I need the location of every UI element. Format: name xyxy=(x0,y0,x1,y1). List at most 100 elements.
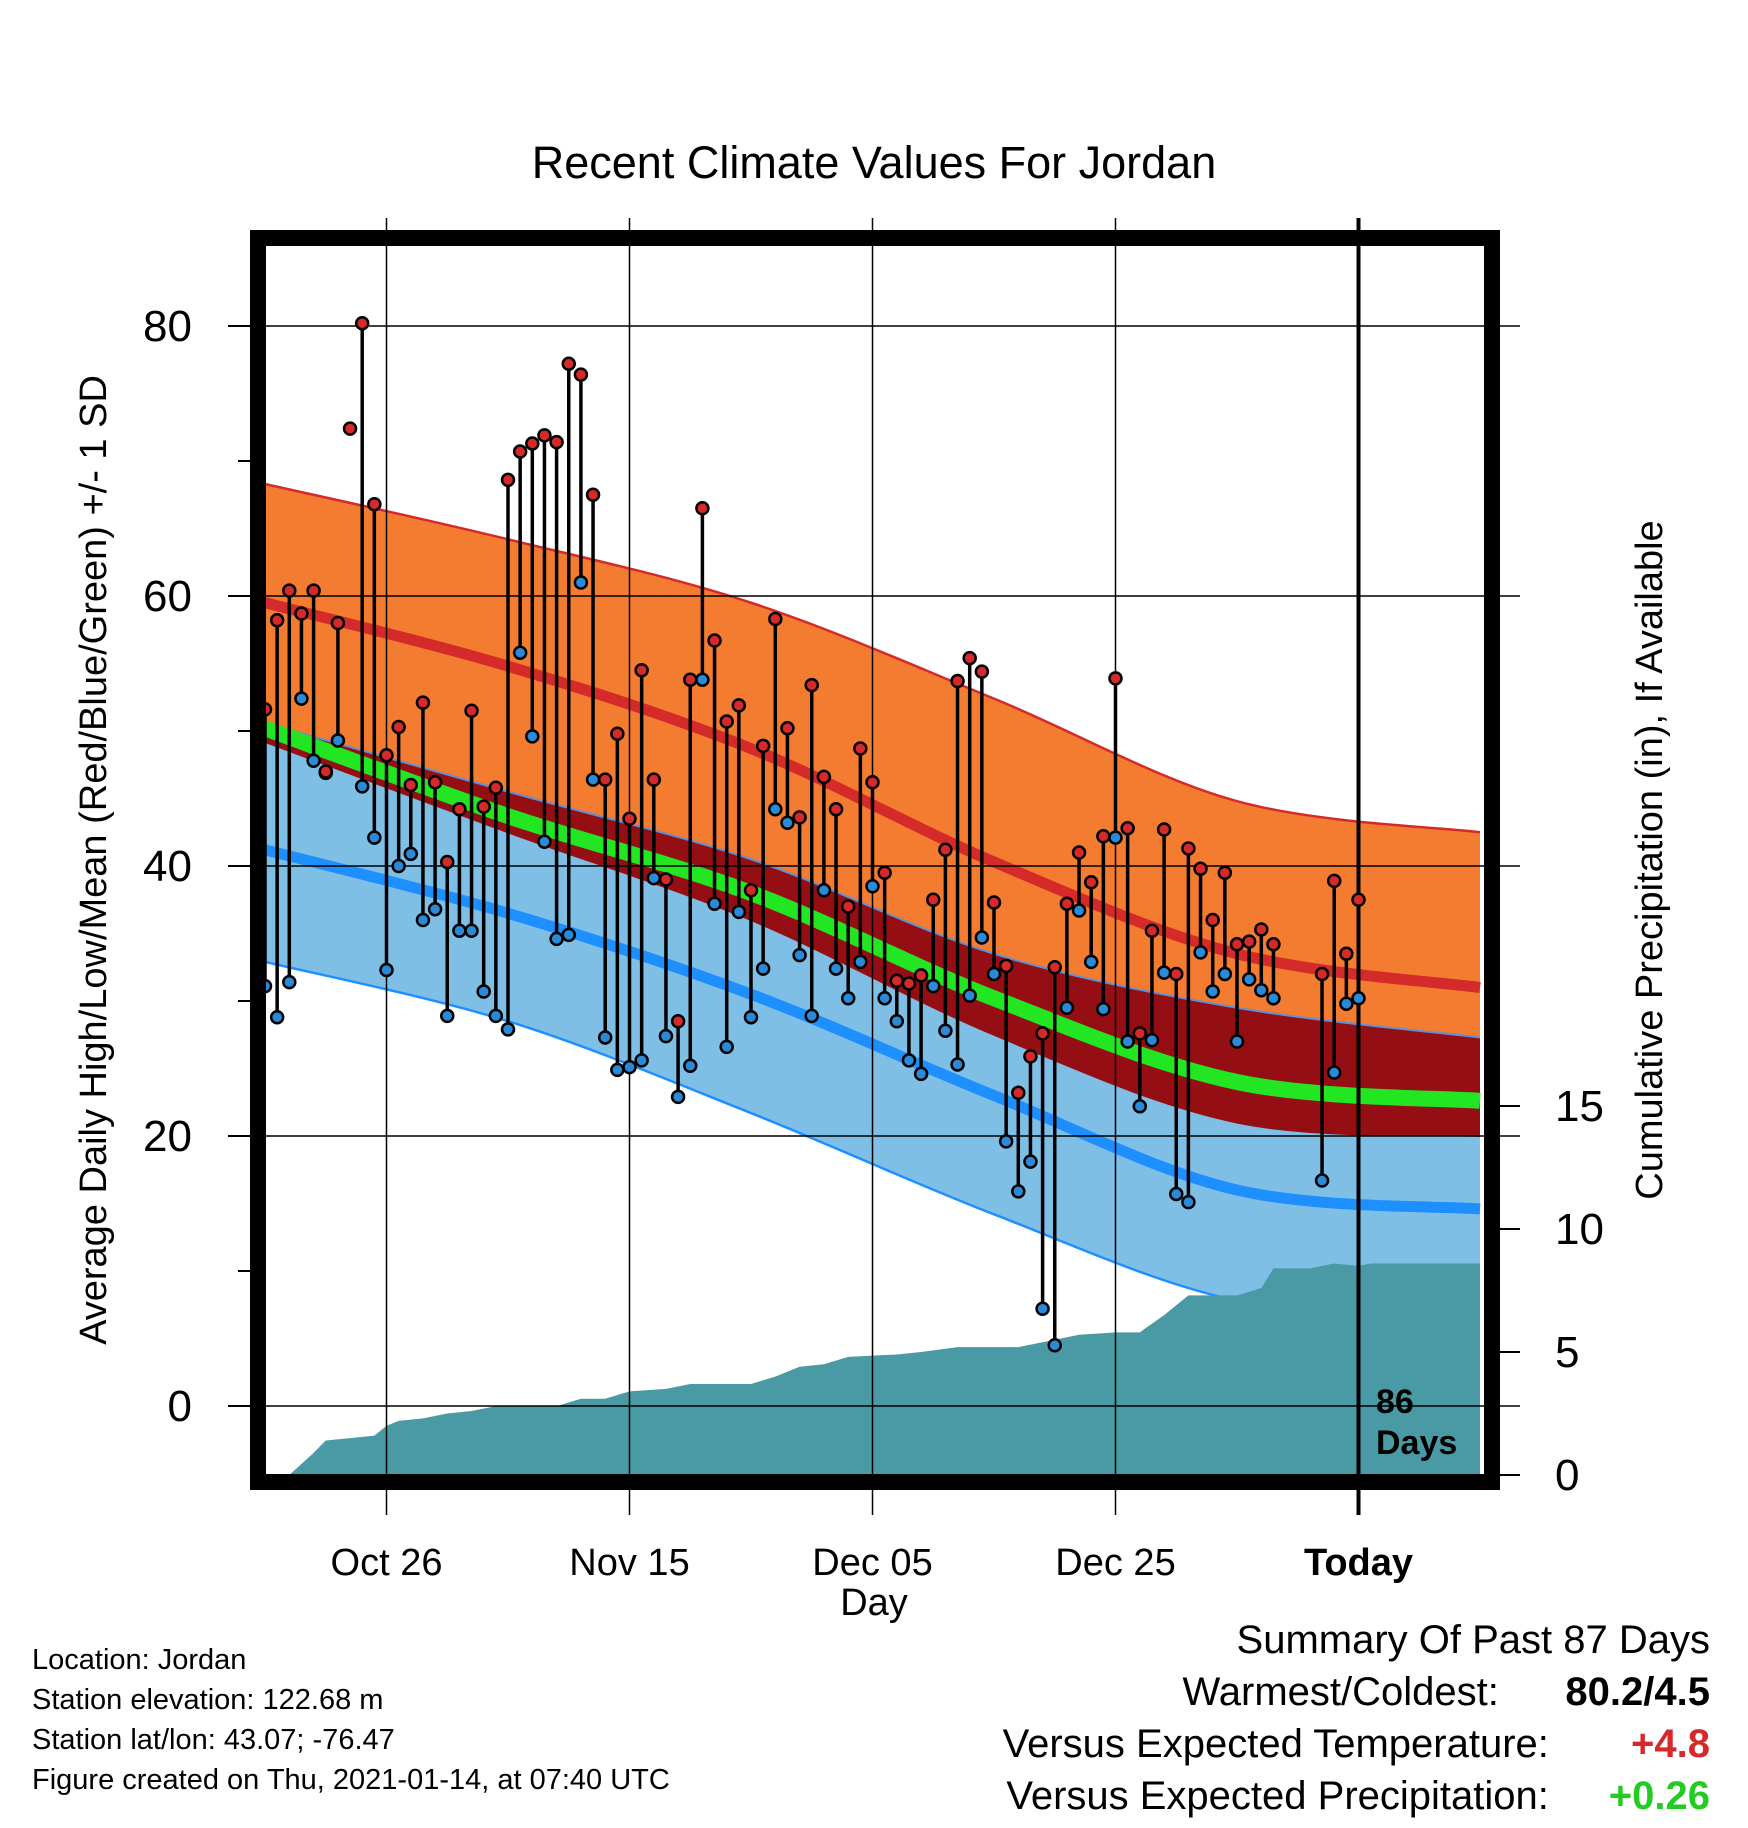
obs-low-point xyxy=(950,1057,965,1072)
obs-low-point xyxy=(1120,1034,1135,1049)
obs-low-point xyxy=(1266,991,1281,1006)
obs-high-point xyxy=(476,799,491,814)
obs-high-point xyxy=(512,444,528,459)
obs-low-point xyxy=(1059,1000,1075,1015)
obs-low-point xyxy=(731,904,747,920)
obs-high-point xyxy=(525,436,540,451)
obs-low-point xyxy=(1326,1065,1342,1080)
obs-low-point xyxy=(646,870,662,886)
obs-low-point xyxy=(440,1008,455,1024)
obs-low-point xyxy=(1156,965,1172,980)
obs-high-point xyxy=(342,421,358,436)
obs-high-point xyxy=(1108,671,1123,686)
y2-axis-label: Cumulative Precipitation (in), If Availa… xyxy=(1629,520,1671,1199)
obs-high-point xyxy=(354,316,370,331)
obs-high-point xyxy=(306,583,321,598)
obs-low-point xyxy=(464,923,479,939)
obs-low-point xyxy=(1351,991,1366,1006)
obs-high-point xyxy=(695,501,710,516)
obs-low-point xyxy=(1169,1186,1184,1202)
obs-high-point xyxy=(1254,922,1269,937)
obs-high-point xyxy=(1132,1026,1148,1041)
obs-high-point xyxy=(1156,822,1172,837)
obs-high-point xyxy=(780,721,795,736)
obs-low-point xyxy=(670,1089,686,1105)
obs-high-point xyxy=(865,775,880,790)
observations xyxy=(265,316,1366,1353)
obs-low-point xyxy=(792,947,807,963)
latlon-text: Station lat/lon: 43.07; -76.47 xyxy=(32,1724,395,1756)
obs-low-point xyxy=(962,988,977,1003)
obs-high-point xyxy=(585,487,601,502)
obs-low-point xyxy=(610,1062,625,1078)
obs-low-point xyxy=(269,1009,285,1025)
obs-high-point xyxy=(950,673,965,689)
obs-high-point xyxy=(294,606,309,621)
obs-low-point xyxy=(901,1053,917,1068)
obs-high-point xyxy=(330,615,346,631)
obs-low-point xyxy=(525,729,540,744)
x-tick-label: Today xyxy=(1304,1542,1413,1584)
obs-low-point xyxy=(282,974,297,990)
obs-high-point xyxy=(597,772,613,787)
obs-low-point xyxy=(500,1022,516,1037)
obs-high-point xyxy=(282,583,297,598)
x-tick-label: Nov 15 xyxy=(569,1542,689,1584)
obs-low-point xyxy=(634,1053,649,1068)
obs-low-point xyxy=(853,954,868,970)
obs-low-point xyxy=(974,930,990,945)
obs-high-point xyxy=(1144,923,1160,939)
obs-low-point xyxy=(1193,945,1208,960)
obs-low-point xyxy=(306,753,321,768)
obs-low-point xyxy=(707,896,722,912)
obs-high-point xyxy=(379,748,394,763)
plot-border xyxy=(250,230,1500,1490)
obs-high-point xyxy=(500,472,516,488)
obs-low-point xyxy=(1083,954,1099,970)
summary-warmest-row: Warmest/Coldest: 80.2/4.5 xyxy=(1183,1670,1711,1715)
obs-low-point xyxy=(695,672,710,687)
warmest-label: Warmest/Coldest: xyxy=(1182,1670,1499,1714)
obs-high-point xyxy=(877,865,892,880)
obs-high-point xyxy=(634,663,649,678)
axes: 0 20 40 60 80 0 5 10 15 Oct 26 Nov 15 Dec 05 Dec 25 T… xyxy=(143,302,1604,1584)
obs-low-point xyxy=(476,984,491,999)
y-tick-label: 60 xyxy=(143,572,192,621)
obs-high-point xyxy=(1011,1085,1026,1101)
summary-heading-text: Summary Of Past 87 Days xyxy=(1236,1618,1710,1662)
obs-high-point xyxy=(743,883,759,898)
obs-low-point xyxy=(889,1014,905,1029)
obs-high-point xyxy=(853,741,868,756)
high-plus-sd-line xyxy=(265,482,1481,834)
obs-low-point xyxy=(488,1008,504,1024)
obs-high-point xyxy=(828,802,844,817)
obs-high-point xyxy=(549,434,564,450)
x-axis-label: Day xyxy=(840,1582,908,1624)
obs-high-point xyxy=(926,892,941,907)
obs-low-point xyxy=(840,991,856,1006)
obs-low-point xyxy=(755,961,771,976)
y-tick-label: 40 xyxy=(143,842,192,891)
obs-low-point xyxy=(1181,1194,1196,1210)
y2-tick-label: 0 xyxy=(1555,1451,1579,1500)
plot-frame xyxy=(250,230,1500,1490)
obs-high-point xyxy=(610,726,625,741)
obs-low-point xyxy=(804,1008,819,1024)
obs-high-point xyxy=(889,973,905,988)
obs-low-point xyxy=(415,912,431,928)
obs-high-point xyxy=(707,633,722,648)
obs-high-point xyxy=(1047,960,1062,975)
obs-low-point xyxy=(1241,972,1257,987)
obs-high-point xyxy=(804,677,819,693)
obs-low-point xyxy=(828,961,844,976)
obs-high-point xyxy=(1169,966,1184,982)
warmest-value: 80.2/4.5 xyxy=(1565,1670,1710,1714)
obs-high-point xyxy=(670,1014,686,1029)
obs-low-point xyxy=(1071,903,1087,918)
obs-high-point xyxy=(537,428,552,443)
obs-low-point xyxy=(1314,1173,1330,1188)
obs-low-point xyxy=(938,1023,953,1038)
obs-high-point xyxy=(755,738,771,754)
y2-tick-label: 10 xyxy=(1555,1205,1604,1254)
obs-low-point xyxy=(1339,996,1354,1011)
